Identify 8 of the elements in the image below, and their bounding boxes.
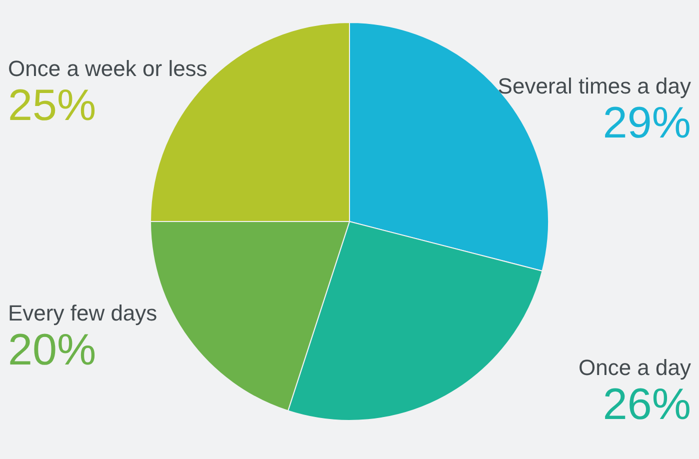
data-label: 20% bbox=[8, 326, 96, 375]
slice-label: Every few days bbox=[8, 300, 158, 326]
slice-label: Several times a day bbox=[498, 74, 691, 99]
slice-label: Once a day bbox=[578, 355, 691, 380]
data-label: 29% bbox=[602, 98, 691, 148]
data-label: 25% bbox=[8, 80, 96, 130]
slice-label: Once a week or less bbox=[8, 56, 208, 81]
data-label: 26% bbox=[602, 380, 691, 430]
